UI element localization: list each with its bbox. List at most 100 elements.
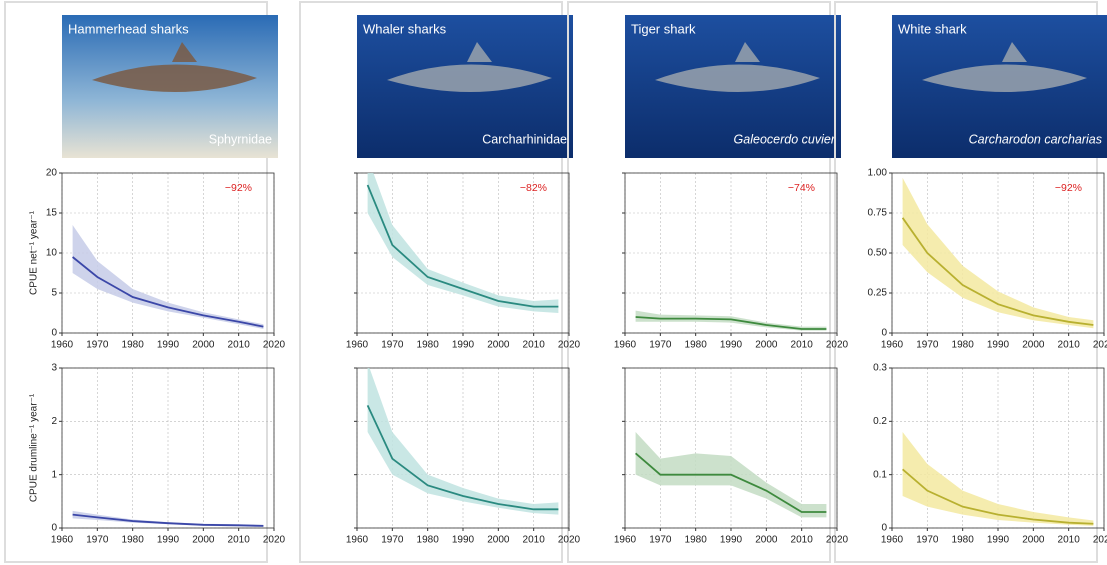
species-title: Hammerhead sharks — [68, 21, 189, 36]
column-frame — [299, 1, 563, 563]
x-tick-label: 2010 — [228, 340, 251, 351]
x-tick-label: 2020 — [826, 535, 849, 546]
x-tick-label: 1990 — [157, 535, 180, 546]
plot-frame — [61, 367, 275, 529]
change-annotation: −92% — [1055, 182, 1082, 194]
x-tick-label: 1980 — [417, 340, 440, 351]
change-annotation: −92% — [225, 182, 252, 194]
x-tick-label: 2000 — [487, 340, 510, 351]
y-tick-label: 0.25 — [868, 288, 888, 299]
species-title: Tiger shark — [631, 21, 696, 36]
x-tick-label: 1990 — [720, 535, 743, 546]
species-latin: Carcharodon carcharias — [969, 132, 1102, 146]
x-tick-label: 1960 — [51, 340, 74, 351]
x-tick-label: 1990 — [157, 340, 180, 351]
x-tick-label: 1970 — [86, 535, 109, 546]
change-annotation: −82% — [520, 182, 547, 194]
x-tick-label: 1960 — [346, 340, 369, 351]
confidence-band — [367, 173, 559, 313]
shark-silhouette — [655, 42, 820, 93]
x-tick-label: 1960 — [346, 535, 369, 546]
x-tick-label: 1980 — [952, 535, 975, 546]
species-latin: Sphyrnidae — [209, 132, 272, 146]
shark-silhouette — [92, 42, 257, 93]
change-annotation: −74% — [788, 182, 815, 194]
confidence-band — [367, 368, 559, 515]
x-tick-label: 1980 — [417, 535, 440, 546]
plot-frame — [891, 172, 1105, 334]
x-tick-label: 1980 — [685, 340, 708, 351]
x-tick-label: 1980 — [122, 340, 145, 351]
y-tick-label: 3 — [51, 363, 57, 374]
y-tick-label: 0 — [881, 328, 887, 339]
y-tick-label: 0 — [51, 328, 57, 339]
plot-frame — [624, 172, 838, 334]
x-tick-label: 2010 — [523, 535, 546, 546]
plot-frame — [61, 172, 275, 334]
column-frame — [4, 1, 268, 563]
plot-frame — [356, 172, 570, 334]
x-tick-label: 1980 — [952, 340, 975, 351]
y-tick-label: 0.1 — [873, 469, 887, 480]
x-tick-label: 2010 — [228, 535, 251, 546]
x-tick-label: 1960 — [881, 340, 904, 351]
confidence-band — [902, 432, 1094, 526]
y-axis-label: CPUE drumline⁻¹ year⁻¹ — [29, 393, 40, 502]
trend-line — [72, 256, 264, 328]
trend-line — [902, 468, 1094, 525]
x-tick-label: 2010 — [791, 340, 814, 351]
x-tick-label: 1990 — [452, 340, 475, 351]
y-tick-label: 1 — [51, 469, 57, 480]
x-tick-label: 1960 — [614, 340, 637, 351]
plot-frame — [356, 367, 570, 529]
x-tick-label: 2000 — [755, 340, 778, 351]
x-tick-label: 2020 — [558, 535, 581, 546]
x-tick-label: 1960 — [881, 535, 904, 546]
x-tick-label: 1970 — [649, 340, 672, 351]
species-latin: Galeocerdo cuvier — [734, 132, 836, 146]
trend-line — [72, 513, 264, 527]
y-tick-label: 2 — [51, 416, 57, 427]
x-tick-label: 1980 — [685, 535, 708, 546]
column-frame — [567, 1, 831, 563]
x-tick-label: 1970 — [381, 535, 404, 546]
y-tick-label: 10 — [46, 248, 58, 259]
x-tick-label: 1970 — [86, 340, 109, 351]
x-tick-label: 2000 — [1022, 535, 1045, 546]
x-tick-label: 2020 — [826, 340, 849, 351]
trend-line — [366, 184, 559, 308]
x-tick-label: 1980 — [122, 535, 145, 546]
confidence-band — [902, 177, 1094, 329]
y-tick-label: 0.75 — [868, 208, 888, 219]
x-tick-label: 2010 — [1058, 340, 1081, 351]
y-axis-label: CPUE net⁻¹ year⁻¹ — [29, 210, 40, 295]
species-title: White shark — [898, 21, 967, 36]
x-tick-label: 2000 — [1022, 340, 1045, 351]
y-tick-label: 1.00 — [868, 168, 888, 179]
y-tick-label: 0 — [881, 523, 887, 534]
x-tick-label: 2010 — [523, 340, 546, 351]
x-tick-label: 1990 — [452, 535, 475, 546]
shark-silhouette — [922, 42, 1087, 93]
x-tick-label: 2020 — [1093, 535, 1107, 546]
x-tick-label: 1960 — [51, 535, 74, 546]
plot-frame — [624, 367, 838, 529]
y-tick-label: 0 — [51, 523, 57, 534]
shark-silhouette — [387, 42, 552, 93]
plot-frame — [891, 367, 1105, 529]
x-tick-label: 1990 — [987, 340, 1010, 351]
y-tick-label: 20 — [46, 168, 58, 179]
x-tick-label: 2010 — [791, 535, 814, 546]
y-tick-label: 15 — [46, 208, 58, 219]
x-tick-label: 2010 — [1058, 535, 1081, 546]
x-tick-label: 1970 — [381, 340, 404, 351]
x-tick-label: 1990 — [720, 340, 743, 351]
x-tick-label: 1990 — [987, 535, 1010, 546]
species-title: Whaler sharks — [363, 21, 447, 36]
trend-line — [635, 452, 827, 513]
y-tick-label: 0.50 — [868, 248, 888, 259]
x-tick-label: 2020 — [263, 535, 286, 546]
column-frame — [834, 1, 1098, 563]
